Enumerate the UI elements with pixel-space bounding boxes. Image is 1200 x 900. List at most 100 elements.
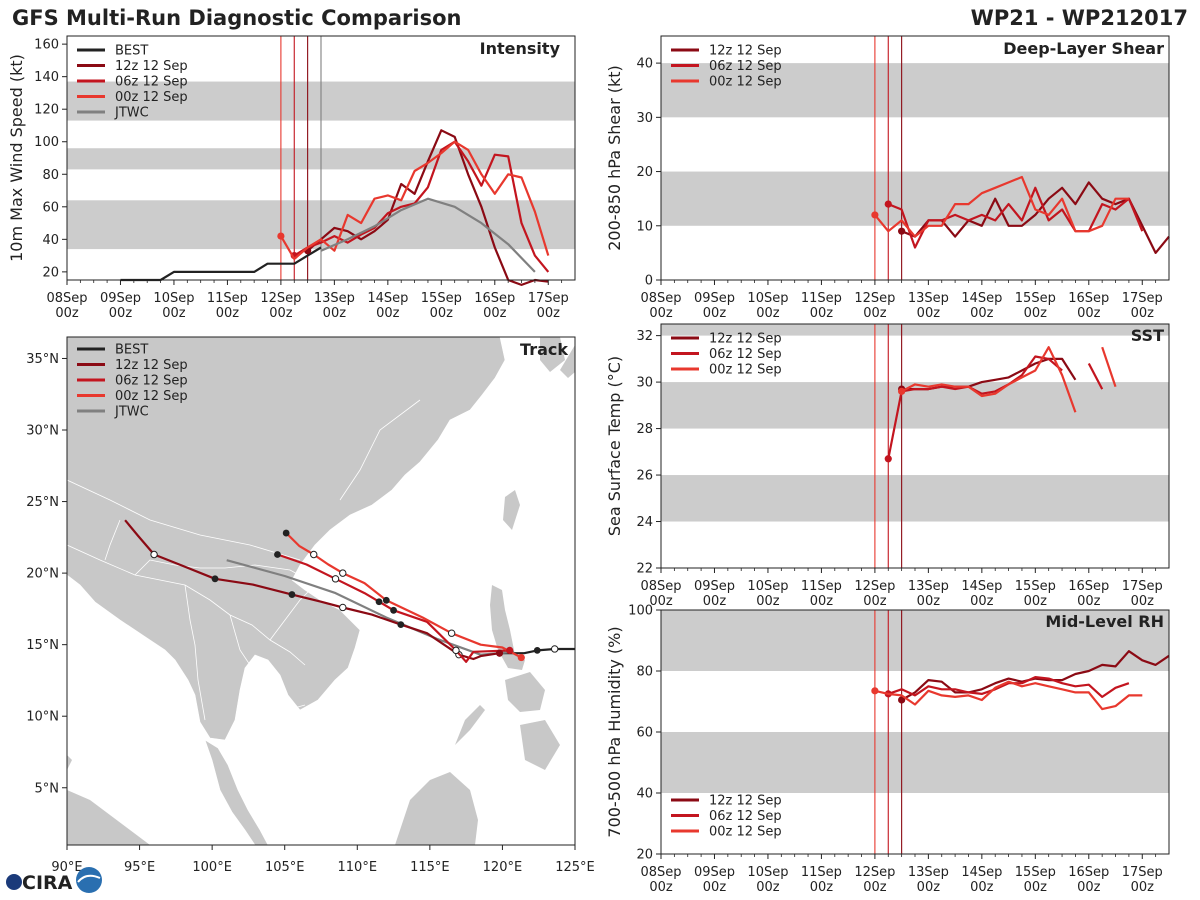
intensity-series-line-run06	[293, 140, 550, 273]
rh-xtick-hour: 00z	[1077, 880, 1101, 895]
track-marker-filled	[397, 621, 405, 629]
rh-xtick-hour: 00z	[703, 880, 727, 895]
track-xtick-label: 90°E	[51, 860, 82, 875]
intensity-ytick-label: 20	[42, 265, 59, 280]
track-legend-label: 12z 12 Sep	[115, 358, 188, 373]
sst-xtick-hour: 00z	[1077, 594, 1101, 609]
intensity-xtick-day: 11Sep	[207, 291, 248, 306]
shear-threshold-band	[661, 171, 1169, 226]
track-xtick-label: 110°E	[338, 860, 378, 875]
shear-xtick-hour: 00z	[917, 306, 941, 321]
shear-xtick-day: 15Sep	[1015, 291, 1056, 306]
track-marker-filled	[282, 529, 290, 537]
shear-series-line-run00	[874, 175, 1129, 238]
track-ytick-label: 5°N	[35, 781, 60, 796]
sst-xtick-day: 17Sep	[1122, 579, 1163, 594]
rh-xtick-day: 11Sep	[801, 865, 842, 880]
sst-panel: 22242628303208Sep00z09Sep00z10Sep00z11Se…	[605, 323, 1170, 609]
land-korea	[540, 337, 565, 372]
sst-legend-label: 06z 12 Sep	[709, 347, 782, 362]
rh-xtick-hour: 00z	[1024, 880, 1048, 895]
track-line-run12	[124, 519, 500, 661]
sst-xtick-hour: 00z	[1131, 594, 1155, 609]
rh-panel: 2040608010008Sep00z09Sep00z10Sep00z11Sep…	[605, 604, 1170, 895]
logo-wave-icon	[76, 867, 102, 893]
rh-legend-label: 12z 12 Sep	[709, 794, 782, 809]
rh-xtick-hour: 00z	[810, 880, 834, 895]
shear-xtick-hour: 00z	[970, 306, 994, 321]
rh-ytick-label: 60	[636, 726, 653, 741]
rh-xtick-day: 14Sep	[961, 865, 1002, 880]
rh-xtick-hour: 00z	[649, 880, 673, 895]
sst-panel-title: SST	[1131, 326, 1164, 345]
rh-xtick-day: 16Sep	[1068, 865, 1109, 880]
shear-threshold-band	[661, 63, 1169, 118]
intensity-legend-label: 12z 12 Sep	[115, 59, 188, 74]
shear-xtick-hour: 00z	[1024, 306, 1048, 321]
logo-wave-mark	[77, 874, 101, 883]
rh-series-line-run06	[887, 675, 1130, 699]
sst-xtick-day: 09Sep	[694, 579, 735, 594]
rh-xtick-hour: 00z	[917, 880, 941, 895]
track-xtick-label: 95°E	[124, 860, 155, 875]
track-xtick-label: 100°E	[192, 860, 232, 875]
rh-xtick-day: 15Sep	[1015, 865, 1056, 880]
shear-xtick-hour: 00z	[756, 306, 780, 321]
shear-xtick-day: 12Sep	[854, 291, 895, 306]
land-sumatra	[67, 790, 150, 845]
shear-series-start-point	[871, 211, 879, 219]
track-xtick-label: 105°E	[265, 860, 305, 875]
intensity-legend-label: 06z 12 Sep	[115, 75, 188, 90]
intensity-panel-title: Intensity	[480, 39, 561, 58]
track-marker-open	[339, 569, 347, 577]
intensity-ytick-label: 60	[42, 200, 59, 215]
track-legend-label: 00z 12 Sep	[115, 389, 188, 404]
shear-xtick-day: 11Sep	[801, 291, 842, 306]
rh-xtick-hour: 00z	[863, 880, 887, 895]
sst-xtick-day: 14Sep	[961, 579, 1002, 594]
track-marker-filled	[533, 646, 541, 654]
shear-ytick-label: 20	[636, 165, 653, 180]
intensity-legend-label: BEST	[115, 44, 148, 59]
shear-xtick-hour: 00z	[863, 306, 887, 321]
map-land	[67, 337, 575, 845]
rh-ytick-label: 40	[636, 787, 653, 802]
shear-xtick-day: 13Sep	[908, 291, 949, 306]
intensity-xtick-day: 10Sep	[153, 291, 194, 306]
intensity-xtick-hour: 00z	[269, 306, 293, 321]
rh-xtick-day: 12Sep	[854, 865, 895, 880]
shear-legend-label: 00z 12 Sep	[709, 75, 782, 90]
track-ytick-label: 15°N	[26, 638, 59, 653]
shear-xtick-hour: 00z	[810, 306, 834, 321]
track-marker-filled	[288, 591, 296, 598]
sst-xtick-hour: 00z	[756, 594, 780, 609]
intensity-xtick-hour: 00z	[216, 306, 240, 321]
track-line-jtwc	[226, 559, 515, 656]
sst-series-line-run00	[901, 346, 1077, 413]
sst-xtick-day: 13Sep	[908, 579, 949, 594]
shear-ytick-label: 30	[636, 111, 653, 126]
sst-xtick-hour: 00z	[917, 594, 941, 609]
intensity-ytick-label: 160	[34, 38, 59, 53]
track-marker-open	[452, 646, 460, 655]
track-xtick-label: 125°E	[555, 860, 595, 875]
track-marker-open	[339, 603, 347, 612]
land-luzon	[490, 585, 525, 670]
track-marker-open	[447, 629, 456, 637]
track-ytick-label: 10°N	[26, 710, 59, 725]
shear-panel-title: Deep-Layer Shear	[1003, 39, 1164, 58]
track-marker-filled	[390, 606, 397, 614]
intensity-xtick-day: 14Sep	[367, 291, 408, 306]
shear-xtick-day: 16Sep	[1068, 291, 1109, 306]
sst-xtick-day: 15Sep	[1015, 579, 1056, 594]
rh-xtick-hour: 00z	[1131, 880, 1155, 895]
rh-panel-title: Mid-Level RH	[1045, 612, 1164, 631]
rh-xtick-day: 17Sep	[1122, 865, 1163, 880]
intensity-xtick-hour: 00z	[537, 306, 561, 321]
sst-ytick-label: 24	[636, 515, 653, 530]
track-marker-open	[150, 550, 158, 559]
intensity-xtick-day: 15Sep	[421, 291, 462, 306]
sst-xtick-hour: 00z	[970, 594, 994, 609]
track-marker-filled	[211, 575, 219, 583]
sst-threshold-band	[661, 324, 1169, 336]
